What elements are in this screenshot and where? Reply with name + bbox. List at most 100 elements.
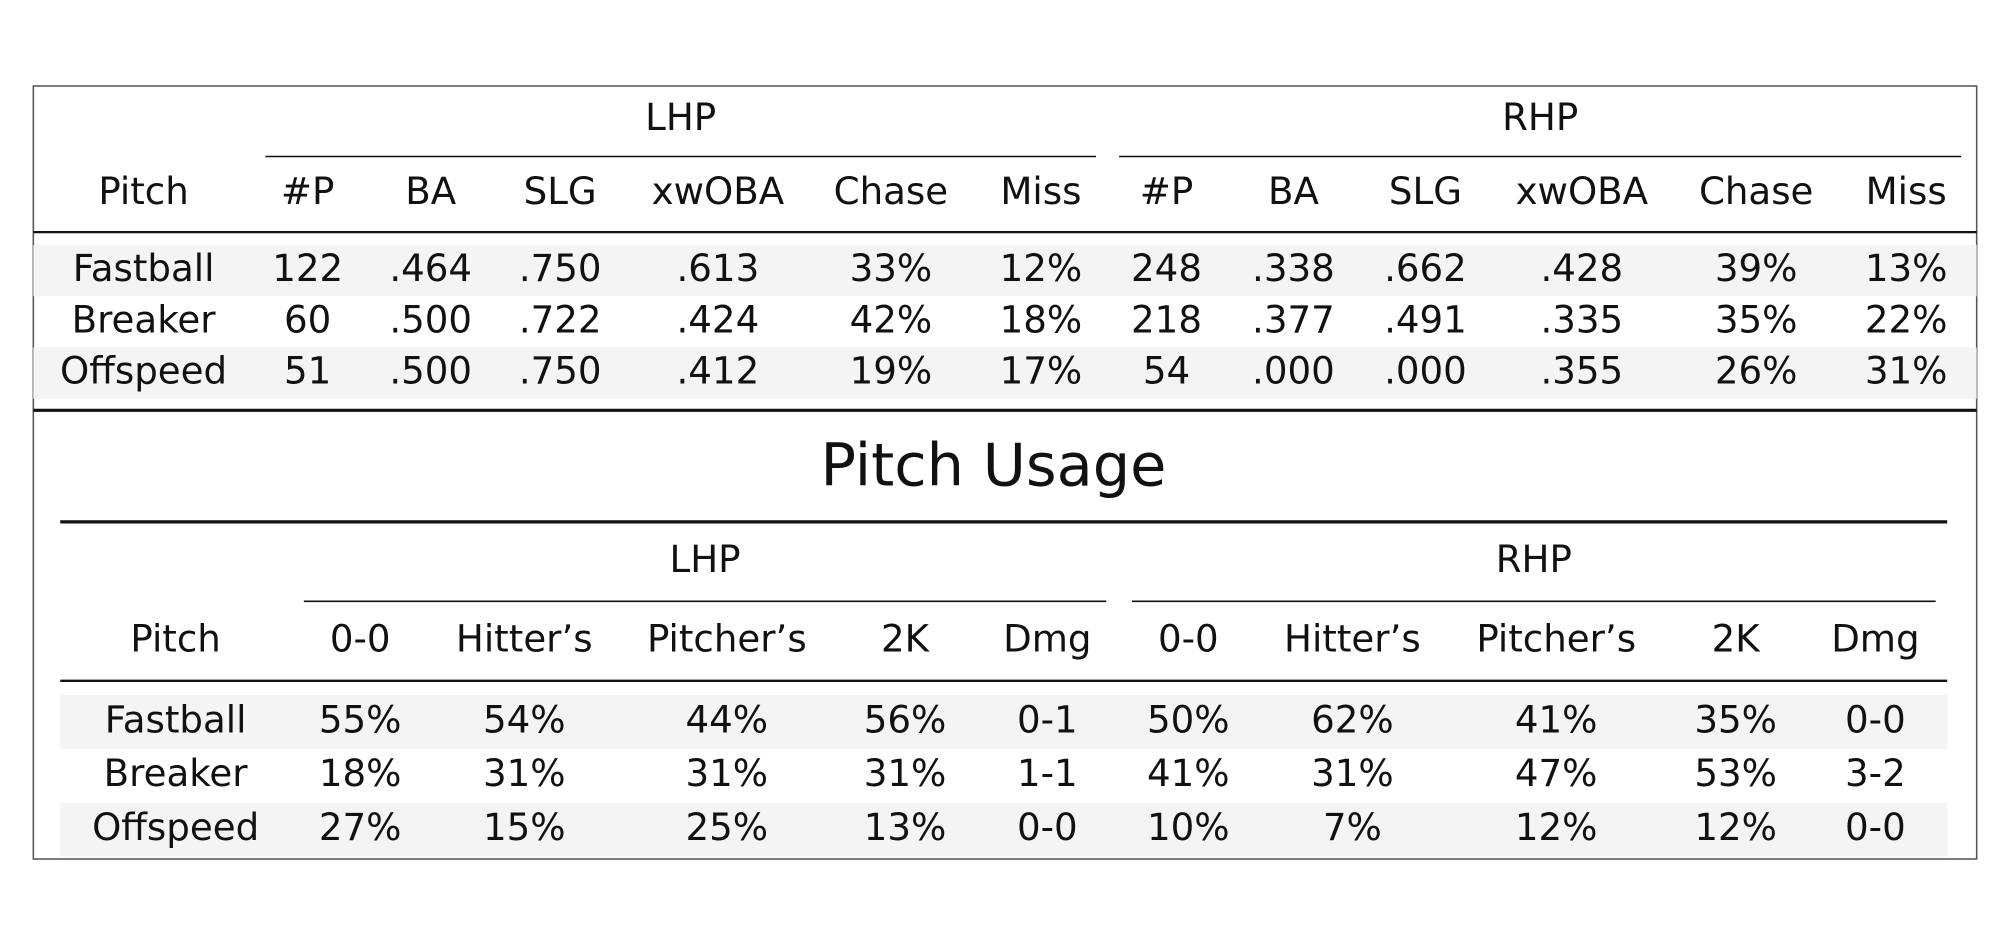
column-header: Chase	[834, 169, 948, 213]
cell: 12%	[1515, 805, 1598, 849]
panel-border	[32, 85, 1978, 860]
cell: 12%	[1694, 805, 1777, 849]
cell: .662	[1384, 246, 1467, 290]
cell: 26%	[1715, 349, 1798, 393]
cell: 18%	[1000, 297, 1083, 341]
cell: .338	[1252, 246, 1335, 290]
cell: 0-0	[1017, 805, 1078, 849]
cell: 54%	[483, 697, 566, 741]
column-header: SLG	[524, 169, 597, 213]
column-header: #P	[1140, 169, 1194, 213]
cell: 60	[284, 297, 331, 341]
cell: 41%	[1515, 697, 1598, 741]
cell: 0-0	[1845, 805, 1906, 849]
cell: 7%	[1323, 805, 1382, 849]
cell: 35%	[1715, 297, 1798, 341]
cell: 12%	[1000, 246, 1083, 290]
group-header: RHP	[1496, 537, 1572, 581]
cell: 31%	[864, 751, 947, 795]
cell: 56%	[864, 697, 947, 741]
cell: .355	[1540, 349, 1623, 393]
column-header: Hitter’s	[456, 617, 593, 661]
column-header: Miss	[1000, 169, 1081, 213]
cell: 15%	[483, 805, 566, 849]
row-stripe	[33, 347, 1977, 399]
cell: 1-1	[1017, 751, 1078, 795]
cell: 25%	[686, 805, 769, 849]
cell: .000	[1384, 349, 1467, 393]
column-header: Hitter’s	[1284, 617, 1421, 661]
cell: Fastball	[105, 697, 247, 741]
cell: .613	[676, 246, 759, 290]
row-stripe	[60, 802, 1948, 857]
cell: 18%	[319, 751, 402, 795]
cell: .722	[519, 297, 602, 341]
cell: Offspeed	[92, 805, 259, 849]
column-header: Dmg	[1831, 617, 1919, 661]
column-header: xwOBA	[652, 169, 785, 213]
column-header: BA	[405, 169, 456, 213]
cell: .464	[389, 246, 472, 290]
cell: 31%	[483, 751, 566, 795]
cell: .500	[389, 349, 472, 393]
cell: 51	[284, 349, 331, 393]
cell: Fastball	[73, 246, 215, 290]
cell: 0-1	[1017, 697, 1078, 741]
column-header: Chase	[1699, 169, 1813, 213]
cell: .750	[519, 349, 602, 393]
cell: 10%	[1147, 805, 1230, 849]
column-header: Miss	[1866, 169, 1947, 213]
cell: 19%	[850, 349, 933, 393]
column-header: Pitch	[130, 617, 220, 661]
column-header: 0-0	[330, 617, 391, 661]
cell: 17%	[1000, 349, 1083, 393]
column-header: Pitcher’s	[647, 617, 807, 661]
row-stripe	[60, 694, 1948, 749]
cell: 22%	[1865, 297, 1948, 341]
cell: .500	[389, 297, 472, 341]
column-header: #P	[281, 169, 335, 213]
cell: 31%	[686, 751, 769, 795]
cell: Offspeed	[60, 349, 227, 393]
column-header: 2K	[881, 617, 931, 661]
column-header: Pitch	[98, 169, 188, 213]
cell: 248	[1131, 246, 1202, 290]
cell: 62%	[1311, 697, 1394, 741]
cell: .424	[676, 297, 759, 341]
cell: .412	[676, 349, 759, 393]
cell: 41%	[1147, 751, 1230, 795]
cell: 3-2	[1845, 751, 1906, 795]
group-header: LHP	[645, 95, 716, 139]
cell: 27%	[319, 805, 402, 849]
cell: 42%	[850, 297, 933, 341]
cell: 122	[272, 246, 343, 290]
cell: 31%	[1311, 751, 1394, 795]
cell: .377	[1252, 297, 1335, 341]
cell: 44%	[686, 697, 769, 741]
cell: 54	[1143, 349, 1190, 393]
cell: 35%	[1694, 697, 1777, 741]
cell: Breaker	[72, 297, 217, 341]
column-header: Dmg	[1003, 617, 1091, 661]
cell: 13%	[1865, 246, 1948, 290]
row-stripe	[33, 244, 1977, 297]
cell: 47%	[1515, 751, 1598, 795]
column-header: BA	[1268, 169, 1319, 213]
cell: 55%	[319, 697, 402, 741]
cell: .335	[1540, 297, 1623, 341]
cell: 53%	[1694, 751, 1777, 795]
column-header: 2K	[1712, 617, 1762, 661]
cell: 218	[1131, 297, 1202, 341]
cell: .000	[1252, 349, 1335, 393]
cell: 33%	[850, 246, 933, 290]
column-header: 0-0	[1158, 617, 1219, 661]
group-header: LHP	[670, 537, 741, 581]
cell: Breaker	[104, 751, 249, 795]
cell: 50%	[1147, 697, 1230, 741]
column-header: xwOBA	[1516, 169, 1649, 213]
cell: .750	[519, 246, 602, 290]
group-header: RHP	[1502, 95, 1578, 139]
cell: 13%	[864, 805, 947, 849]
cell: 39%	[1715, 246, 1798, 290]
